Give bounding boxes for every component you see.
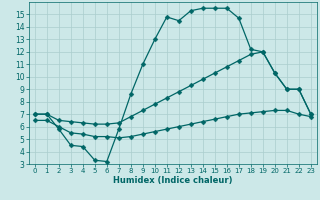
X-axis label: Humidex (Indice chaleur): Humidex (Indice chaleur): [113, 176, 233, 185]
